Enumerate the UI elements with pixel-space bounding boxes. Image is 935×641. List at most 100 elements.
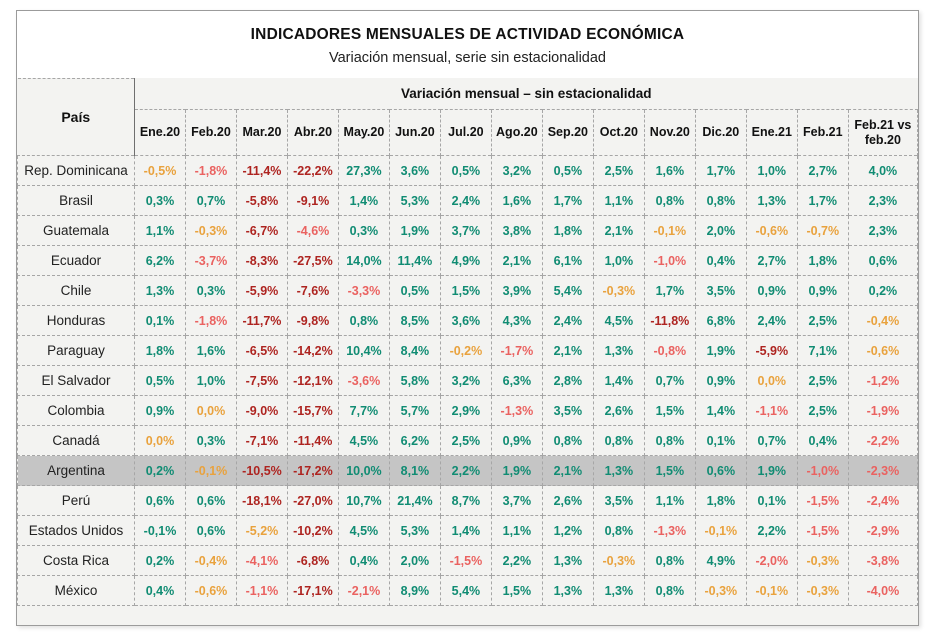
- value-cell: -3,3%: [337, 275, 390, 306]
- table-row: Honduras 0,1% -1,8% -11,7% -9,8% 0,8% 8,5% 3,6%…: [17, 305, 919, 336]
- value-cell: 3,5%: [694, 275, 747, 306]
- country-cell: Guatemala: [17, 215, 135, 246]
- value-cell: 0,1%: [745, 485, 798, 516]
- value-cell: 10,4%: [337, 335, 390, 366]
- value-cell: -7,6%: [286, 275, 339, 306]
- value-cell: 7,7%: [337, 395, 390, 426]
- value-cell: 0,6%: [847, 245, 919, 276]
- country-cell: Chile: [17, 275, 135, 306]
- value-cell: 1,7%: [541, 185, 594, 216]
- table-row: Canadá 0,0% 0,3% -7,1% -11,4% 4,5% 6,2% 2,5% 0,9…: [17, 425, 919, 456]
- value-cell: 0,2%: [134, 455, 186, 486]
- value-cell: 1,2%: [541, 515, 594, 546]
- month-column-header: Sep.20: [541, 109, 594, 156]
- value-cell: 2,1%: [490, 245, 543, 276]
- country-cell: México: [17, 575, 135, 606]
- value-cell: 3,6%: [439, 305, 492, 336]
- country-cell: El Salvador: [17, 365, 135, 396]
- value-cell: 6,3%: [490, 365, 543, 396]
- value-cell: 0,8%: [643, 425, 696, 456]
- value-cell: -7,1%: [235, 425, 288, 456]
- country-cell: Colombia: [17, 395, 135, 426]
- value-cell: -0,7%: [796, 215, 849, 246]
- value-cell: 1,8%: [796, 245, 849, 276]
- value-cell: -9,1%: [286, 185, 339, 216]
- month-column-header: May.20: [337, 109, 390, 156]
- value-cell: -27,5%: [286, 245, 339, 276]
- value-cell: 0,9%: [694, 365, 747, 396]
- value-cell: 3,2%: [439, 365, 492, 396]
- value-cell: 0,8%: [592, 425, 645, 456]
- value-cell: -10,2%: [286, 515, 339, 546]
- month-column-header: Oct.20: [592, 109, 645, 156]
- table-row: Costa Rica 0,2% -0,4% -4,1% -6,8% 0,4% 2,0% -1,…: [17, 545, 919, 576]
- value-cell: 0,1%: [134, 305, 186, 336]
- value-cell: 2,3%: [847, 215, 919, 246]
- value-cell: 0,0%: [134, 425, 186, 456]
- table-row: El Salvador 0,5% 1,0% -7,5% -12,1% -3,6% 5,8% 3…: [17, 365, 919, 396]
- value-cell: 5,4%: [541, 275, 594, 306]
- value-cell: 2,6%: [541, 485, 594, 516]
- value-cell: -11,4%: [286, 425, 339, 456]
- value-cell: 2,2%: [490, 545, 543, 576]
- table-row: Rep. Dominicana -0,5% -1,8% -11,4% -22,2% 27,…: [17, 155, 919, 186]
- value-cell: 3,8%: [490, 215, 543, 246]
- value-cell: -5,9%: [745, 335, 798, 366]
- value-cell: 0,8%: [643, 185, 696, 216]
- value-cell: 7,1%: [796, 335, 849, 366]
- value-cell: 2,5%: [796, 305, 849, 336]
- value-cell: 4,0%: [847, 155, 919, 186]
- month-column-header: Nov.20: [643, 109, 696, 156]
- table-container: País Variación mensual – sin estacionali…: [17, 78, 919, 625]
- value-cell: 0,9%: [490, 425, 543, 456]
- value-cell: -0,6%: [745, 215, 798, 246]
- value-cell: 2,4%: [745, 305, 798, 336]
- country-cell: Argentina: [17, 455, 135, 486]
- value-cell: 8,5%: [388, 305, 441, 336]
- value-cell: 1,8%: [134, 335, 186, 366]
- month-header-row: Ene.20 Feb.20 Mar.20 Abr.20 May.20 Jun.20 Jul.…: [18, 109, 919, 156]
- value-cell: 0,9%: [745, 275, 798, 306]
- value-cell: 0,0%: [745, 365, 798, 396]
- value-cell: -7,5%: [235, 365, 288, 396]
- value-cell: 1,1%: [643, 485, 696, 516]
- value-cell: -0,3%: [592, 275, 645, 306]
- value-cell: 0,6%: [134, 485, 186, 516]
- value-cell: -1,1%: [235, 575, 288, 606]
- value-cell: 1,3%: [592, 455, 645, 486]
- value-cell: 1,3%: [592, 575, 645, 606]
- table-row: Colombia 0,9% 0,0% -9,0% -15,7% 7,7% 5,7% 2,9% -…: [17, 395, 919, 426]
- value-cell: 3,7%: [439, 215, 492, 246]
- month-column-header: Jun.20: [388, 109, 441, 156]
- value-cell: 1,1%: [490, 515, 543, 546]
- value-cell: -6,7%: [235, 215, 288, 246]
- value-cell: -0,3%: [592, 545, 645, 576]
- value-cell: 2,5%: [796, 395, 849, 426]
- value-cell: -0,1%: [694, 515, 747, 546]
- value-cell: -8,3%: [235, 245, 288, 276]
- value-cell: 1,9%: [490, 455, 543, 486]
- value-cell: -1,9%: [847, 395, 919, 426]
- value-cell: -0,2%: [439, 335, 492, 366]
- value-cell: 0,3%: [184, 425, 237, 456]
- value-cell: 2,1%: [592, 215, 645, 246]
- value-cell: 0,8%: [592, 515, 645, 546]
- value-cell: -6,8%: [286, 545, 339, 576]
- value-cell: -0,1%: [184, 455, 237, 486]
- value-cell: -1,5%: [796, 485, 849, 516]
- value-cell: 1,3%: [134, 275, 186, 306]
- country-cell: Honduras: [17, 305, 135, 336]
- value-cell: -3,7%: [184, 245, 237, 276]
- value-cell: 1,1%: [592, 185, 645, 216]
- value-cell: 0,4%: [134, 575, 186, 606]
- value-cell: 0,4%: [337, 545, 390, 576]
- value-cell: 2,3%: [847, 185, 919, 216]
- value-cell: 1,0%: [592, 245, 645, 276]
- value-cell: 2,0%: [388, 545, 441, 576]
- value-cell: 1,9%: [745, 455, 798, 486]
- month-column-header: Feb.21 vs feb.20: [847, 109, 919, 156]
- value-cell: 0,9%: [134, 395, 186, 426]
- table-row: Estados Unidos -0,1% 0,6% -5,2% -10,2% 4,5% 5,…: [17, 515, 919, 546]
- value-cell: 1,3%: [592, 335, 645, 366]
- value-cell: -11,7%: [235, 305, 288, 336]
